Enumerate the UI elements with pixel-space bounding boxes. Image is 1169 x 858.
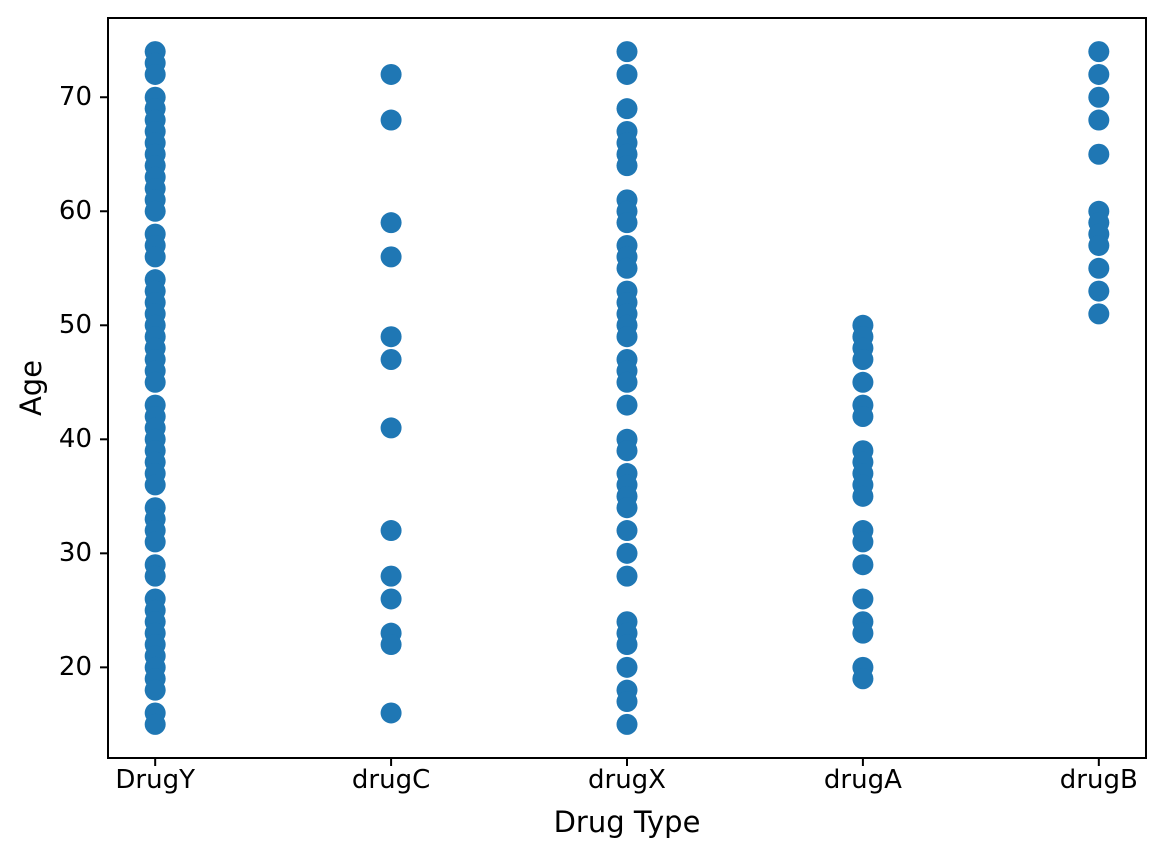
data-point — [380, 109, 402, 131]
data-point — [616, 41, 638, 63]
data-point — [380, 565, 402, 587]
x-tick-label-drugB: drugB — [1059, 765, 1138, 795]
data-point — [1088, 143, 1110, 165]
data-point — [380, 417, 402, 439]
data-point — [380, 588, 402, 610]
data-point — [616, 634, 638, 656]
y-tick-label: 50 — [58, 310, 92, 341]
data-point — [144, 531, 166, 553]
data-point — [144, 200, 166, 222]
data-point — [1088, 41, 1110, 63]
data-point — [852, 622, 874, 644]
data-point — [1088, 280, 1110, 302]
data-point — [852, 554, 874, 576]
data-point — [616, 155, 638, 177]
data-point — [616, 326, 638, 348]
y-tick-label: 40 — [58, 424, 92, 455]
y-axis-ticks — [100, 96, 108, 669]
data-point — [616, 440, 638, 462]
data-point — [144, 474, 166, 496]
data-point — [380, 520, 402, 542]
data-point — [380, 702, 402, 724]
x-tick-label-drugA: drugA — [823, 765, 902, 795]
data-point — [616, 565, 638, 587]
data-point — [852, 371, 874, 393]
data-point — [1088, 63, 1110, 85]
x-tick-label-drugX: drugX — [588, 765, 666, 795]
y-tick-label: 30 — [58, 538, 92, 569]
data-point — [144, 713, 166, 735]
data-point — [380, 246, 402, 268]
data-point — [144, 371, 166, 393]
data-points — [144, 41, 1110, 735]
data-point — [380, 634, 402, 656]
data-point — [380, 212, 402, 234]
x-tick-label-drugC: drugC — [351, 765, 431, 795]
data-point — [144, 246, 166, 268]
data-point — [852, 588, 874, 610]
data-point — [616, 257, 638, 279]
data-point — [1088, 234, 1110, 256]
data-point — [380, 63, 402, 85]
data-point — [616, 371, 638, 393]
data-point — [852, 348, 874, 370]
data-point — [616, 520, 638, 542]
data-point — [616, 691, 638, 713]
y-tick-label: 20 — [58, 652, 92, 683]
data-point — [1088, 109, 1110, 131]
data-point — [1088, 257, 1110, 279]
data-point — [616, 656, 638, 678]
data-point — [380, 326, 402, 348]
data-point — [616, 63, 638, 85]
data-point — [380, 348, 402, 370]
y-tick-label: 60 — [58, 196, 92, 227]
y-tick-label: 70 — [58, 82, 92, 113]
data-point — [144, 565, 166, 587]
data-point — [1088, 86, 1110, 108]
data-point — [852, 485, 874, 507]
data-point — [616, 98, 638, 120]
data-point — [852, 668, 874, 690]
data-point — [144, 63, 166, 85]
data-point — [616, 212, 638, 234]
data-point — [852, 531, 874, 553]
data-point — [616, 713, 638, 735]
y-axis-label: Age — [14, 359, 48, 417]
data-point — [616, 497, 638, 519]
data-point — [616, 394, 638, 416]
x-axis-label: Drug Type — [553, 805, 701, 839]
data-point — [616, 542, 638, 564]
data-point — [144, 679, 166, 701]
data-point — [852, 406, 874, 428]
x-axis-ticks — [154, 758, 1100, 766]
x-tick-label-DrugY: DrugY — [115, 765, 195, 795]
data-point — [1088, 303, 1110, 325]
